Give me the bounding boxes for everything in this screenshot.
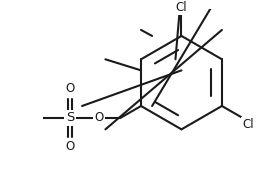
Text: Cl: Cl: [176, 1, 187, 14]
Text: Cl: Cl: [242, 118, 254, 131]
Text: O: O: [66, 82, 75, 95]
Text: O: O: [94, 111, 104, 124]
Text: S: S: [66, 111, 75, 124]
Text: O: O: [66, 140, 75, 153]
